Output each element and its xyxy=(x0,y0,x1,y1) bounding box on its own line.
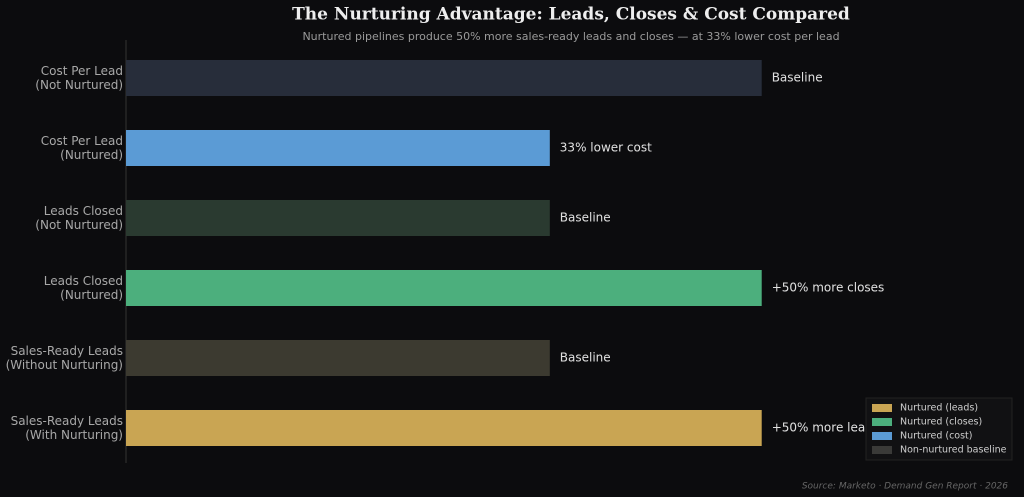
bar xyxy=(126,410,762,446)
bar xyxy=(126,200,550,236)
legend-label: Nurtured (leads) xyxy=(900,403,978,414)
source: Source: Marketo · Demand Gen Report · 20… xyxy=(802,482,1008,492)
chart-title: The Nurturing Advantage: Leads, Closes &… xyxy=(292,5,850,25)
chart-subtitle: Nurtured pipelines produce 50% more sale… xyxy=(302,30,839,43)
bar-annotation: Baseline xyxy=(560,211,611,225)
bar-annotation: 33% lower cost xyxy=(560,141,652,155)
legend-swatch xyxy=(872,404,892,412)
legend-swatch xyxy=(872,446,892,454)
y-tick-label: Sales-Ready Leads (With Nurturing) xyxy=(10,414,123,442)
legend-label: Nurtured (closes) xyxy=(900,417,982,428)
bar-annotation: Baseline xyxy=(772,71,823,85)
legend-swatch xyxy=(872,418,892,426)
legend-swatch xyxy=(872,432,892,440)
bar xyxy=(126,270,762,306)
bar xyxy=(126,130,550,166)
y-tick-label: Cost Per Lead (Not Nurtured) xyxy=(35,64,123,92)
legend-label: Nurtured (cost) xyxy=(900,431,973,442)
bar-annotation: +50% more leads xyxy=(772,421,879,435)
y-tick-label: Cost Per Lead (Nurtured) xyxy=(40,134,123,162)
bar-annotation: Baseline xyxy=(560,351,611,365)
bar xyxy=(126,340,550,376)
legend-label: Non-nurtured baseline xyxy=(900,445,1007,456)
y-tick-label: Leads Closed (Not Nurtured) xyxy=(35,204,123,232)
bar-annotation: +50% more closes xyxy=(772,281,885,295)
bar xyxy=(126,60,762,96)
y-tick-label: Sales-Ready Leads (Without Nurturing) xyxy=(5,344,123,372)
y-tick-label: Leads Closed (Nurtured) xyxy=(43,274,123,302)
